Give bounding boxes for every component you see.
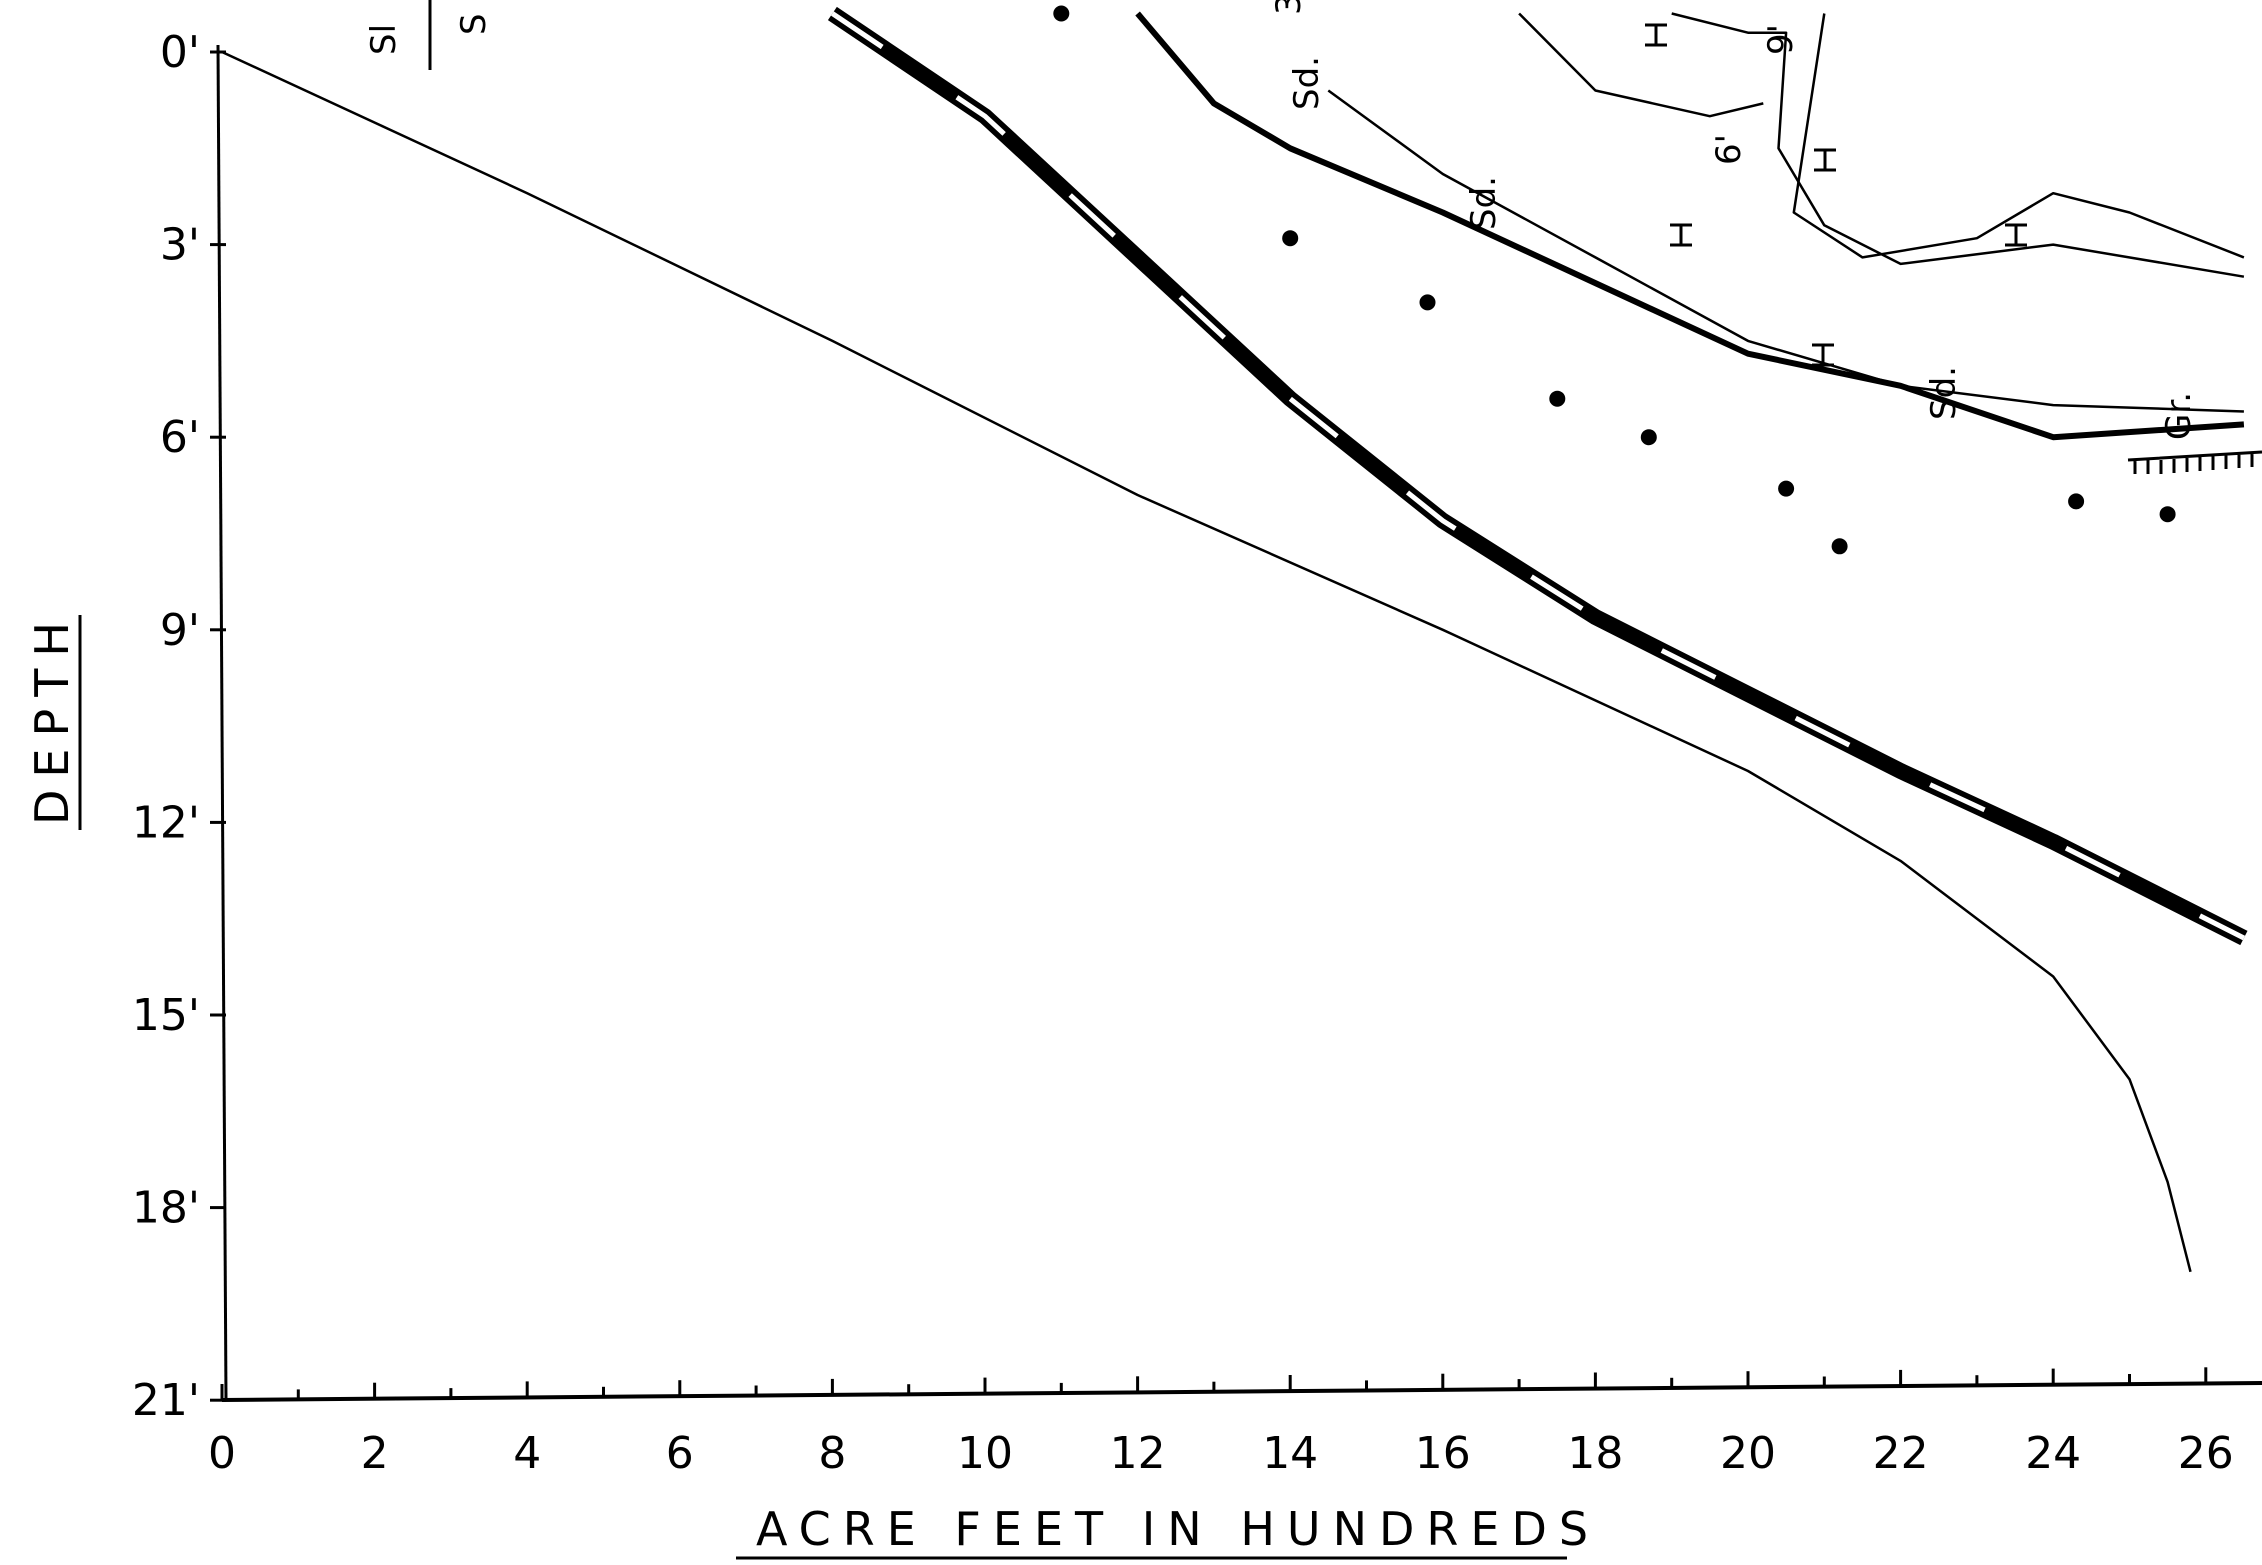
y-tick-label-0: 0': [160, 27, 200, 78]
x-axis-line: [221, 1381, 2262, 1402]
annotation-sd-3: Sd.: [1924, 366, 1964, 420]
y-axis-title: DEPTH: [25, 610, 79, 825]
series-4-line: [1327, 89, 2244, 413]
annotation-sl: Sl: [364, 24, 404, 55]
grass-symbol: [1812, 343, 1834, 367]
x-tick-label-10: 20: [1720, 1428, 1776, 1479]
series-3-dot-8: [2159, 506, 2176, 523]
series-3-dot-4: [1640, 429, 1657, 446]
x-tick-label-12: 24: [2025, 1428, 2081, 1479]
y-tick-label-2: 6': [160, 412, 200, 463]
y-tick-label-4: 12': [132, 797, 200, 848]
annotation-sd-1: Sd.: [1287, 56, 1327, 110]
x-tick-label-2: 4: [513, 1428, 541, 1479]
series-3-dot-6: [1831, 538, 1848, 555]
y-ticks: 0' 3' 6' 9' 12' 15' 18' 21': [132, 27, 226, 1426]
x-tick-label-13: 26: [2178, 1428, 2234, 1479]
grass-symbol: [1670, 223, 1692, 247]
x-tick-label-11: 22: [1873, 1428, 1929, 1479]
annotation-sd-2: Sd.: [1464, 176, 1504, 230]
series-7-line: [1792, 13, 2245, 259]
series-2-line: [1135, 11, 2245, 441]
annotation-gr: Gr.: [2159, 392, 2199, 440]
annotation-6ft: 6': [1709, 134, 1749, 165]
x-tick-label-8: 16: [1415, 1428, 1471, 1479]
x-tick-label-7: 14: [1262, 1428, 1318, 1479]
series-1-dash: [831, 11, 2246, 941]
y-tick-label-1: 3': [160, 220, 200, 271]
series-5-line: [1518, 12, 1764, 118]
x-tick-label-6: 12: [1110, 1428, 1166, 1479]
x-tick-label-3: 6: [666, 1428, 694, 1479]
x-ticks: 0 2 4 6 8 10 12 14 16 18 20 22 24 26: [208, 1367, 2234, 1479]
x-tick-label-1: 2: [361, 1428, 389, 1479]
series-0-line: [221, 50, 2192, 1273]
y-axis-line: [216, 44, 228, 1401]
series-3-dot-2: [1419, 294, 1436, 311]
gravel-hatch: [2127, 450, 2262, 474]
annotation-9ft: 9': [1761, 24, 1801, 55]
y-tick-label-7: 21': [132, 1375, 200, 1426]
symbol-marks: [1645, 23, 2262, 474]
y-tick-label-3: 9': [160, 605, 200, 656]
x-tick-label-0: 0: [208, 1428, 236, 1479]
annotation-s: S: [454, 13, 494, 35]
grass-symbol: [1814, 148, 1836, 172]
x-axis-title: ACRE FEET IN HUNDREDS: [756, 1502, 1600, 1556]
series-3-dot-0: [1053, 5, 1070, 22]
y-tick-label-6: 18': [132, 1183, 200, 1234]
grass-symbol: [2005, 223, 2027, 247]
y-tick-label-5: 15': [132, 990, 200, 1041]
annotation-3: 3: [1269, 0, 1309, 15]
series-3-dot-5: [1778, 480, 1795, 497]
annotations: Sd. Sd. Sd. Gr. 9' 6' Sl S 3: [364, 0, 2199, 440]
series-6-line: [1671, 12, 2245, 278]
grass-symbol: [1645, 23, 1667, 47]
series-3-dot-3: [1549, 390, 1566, 407]
x-tick-label-5: 10: [957, 1428, 1013, 1479]
series-3-dot-7: [2068, 493, 2085, 510]
series-1-line: [827, 6, 2248, 946]
series-layer: [221, 5, 2248, 1273]
series-3-dot-1: [1282, 230, 1299, 247]
x-tick-label-4: 8: [818, 1428, 846, 1479]
x-tick-label-9: 18: [1567, 1428, 1623, 1479]
